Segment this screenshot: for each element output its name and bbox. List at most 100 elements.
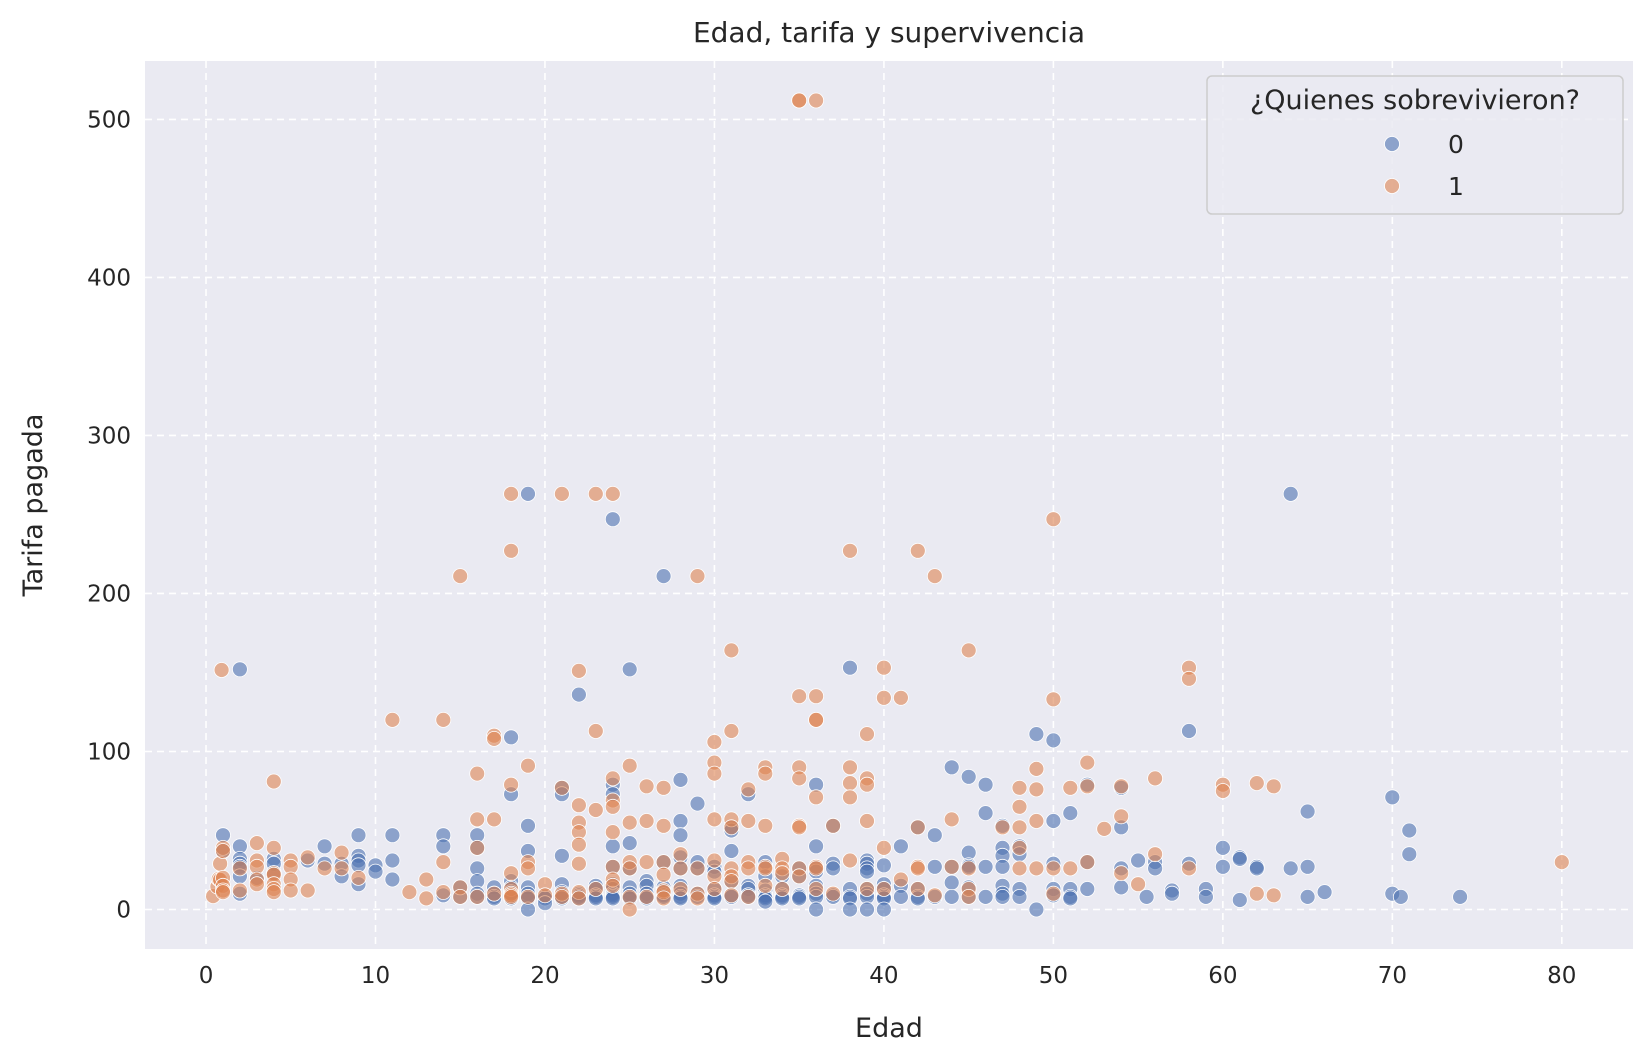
- data-point: [672, 881, 689, 897]
- data-point: [621, 661, 638, 678]
- data-point: [825, 885, 841, 902]
- data-point: [1062, 779, 1079, 796]
- data-point: [774, 865, 791, 882]
- data-point: [808, 789, 824, 806]
- data-point: [520, 817, 536, 834]
- data-point: [452, 889, 469, 905]
- data-point: [757, 877, 774, 894]
- data-point: [893, 838, 909, 855]
- data-point: [333, 860, 350, 877]
- data-point: [1384, 789, 1401, 806]
- data-point: [1062, 860, 1079, 877]
- data-point: [672, 846, 689, 863]
- data-point: [1113, 865, 1130, 882]
- data-point: [926, 887, 943, 904]
- data-point: [672, 772, 689, 788]
- data-point: [977, 776, 994, 793]
- x-tick-label: 80: [1547, 963, 1576, 989]
- data-point: [503, 776, 520, 793]
- data-point: [689, 795, 706, 812]
- x-tick-labels: 0 10 20 30 40 50 60 70 80: [199, 963, 1577, 989]
- data-point: [1011, 860, 1028, 877]
- legend: ¿Quienes sobrevivieron? 0 1: [1206, 75, 1624, 215]
- data-point: [520, 889, 536, 905]
- data-point: [994, 819, 1011, 836]
- data-point: [1045, 691, 1062, 708]
- data-point: [1113, 778, 1130, 795]
- data-point: [876, 689, 892, 706]
- data-point: [706, 852, 723, 869]
- data-point: [977, 805, 994, 821]
- data-point: [757, 860, 774, 877]
- data-point: [791, 868, 808, 885]
- data-point: [350, 827, 367, 844]
- x-tick-label: 20: [530, 963, 559, 989]
- data-point: [1248, 885, 1265, 902]
- x-tick-label: 40: [869, 963, 898, 989]
- data-point: [520, 485, 536, 502]
- data-point: [571, 890, 587, 907]
- data-point: [1079, 754, 1096, 771]
- data-point: [672, 813, 689, 829]
- y-tick-label: 500: [87, 107, 131, 133]
- data-point: [1248, 775, 1265, 791]
- data-point: [706, 734, 723, 750]
- data-point: [1028, 860, 1045, 877]
- data-point: [1181, 670, 1197, 687]
- data-points: [205, 92, 1570, 918]
- data-point: [1282, 485, 1299, 502]
- legend-label-1: 1: [1448, 172, 1464, 201]
- data-point: [808, 712, 824, 728]
- x-tick-label: 10: [361, 963, 390, 989]
- data-point: [503, 889, 520, 905]
- data-point: [740, 889, 757, 905]
- data-point: [960, 768, 977, 785]
- data-point: [1045, 885, 1062, 902]
- data-point: [587, 802, 604, 818]
- x-tick-label: 0: [199, 963, 214, 989]
- data-point: [672, 860, 689, 877]
- data-point: [689, 860, 706, 877]
- data-point: [655, 866, 672, 883]
- legend-title: ¿Quienes sobrevivieron?: [1250, 85, 1580, 116]
- data-point: [638, 854, 655, 870]
- data-point: [909, 819, 926, 836]
- data-point: [486, 731, 503, 747]
- data-point: [859, 726, 875, 742]
- data-point: [265, 840, 282, 856]
- data-point: [587, 485, 604, 502]
- data-point: [1028, 813, 1045, 829]
- data-point: [1231, 851, 1248, 867]
- data-point: [299, 849, 316, 866]
- data-point: [977, 858, 994, 875]
- data-point: [1215, 858, 1231, 875]
- data-point: [231, 860, 248, 877]
- data-point: [994, 858, 1011, 875]
- data-point: [1113, 808, 1130, 825]
- data-point: [621, 814, 638, 831]
- data-point: [282, 882, 299, 899]
- data-point: [808, 92, 824, 109]
- data-point: [401, 884, 418, 900]
- data-point: [587, 723, 604, 739]
- data-point: [299, 882, 316, 899]
- data-point: [265, 773, 282, 790]
- data-point: [571, 797, 587, 814]
- data-point: [791, 890, 808, 907]
- data-point: [808, 860, 824, 877]
- y-tick-label: 0: [116, 897, 131, 923]
- data-point: [1164, 885, 1180, 902]
- data-point: [842, 789, 858, 806]
- data-point: [621, 901, 638, 918]
- y-tick-label: 200: [87, 581, 131, 607]
- data-point: [520, 757, 536, 774]
- data-point: [248, 835, 265, 851]
- data-point: [808, 881, 824, 897]
- data-point: [215, 843, 231, 859]
- data-point: [1028, 761, 1045, 777]
- data-point: [1011, 840, 1028, 856]
- data-point: [672, 827, 689, 844]
- data-point: [333, 844, 350, 861]
- data-point: [859, 881, 875, 897]
